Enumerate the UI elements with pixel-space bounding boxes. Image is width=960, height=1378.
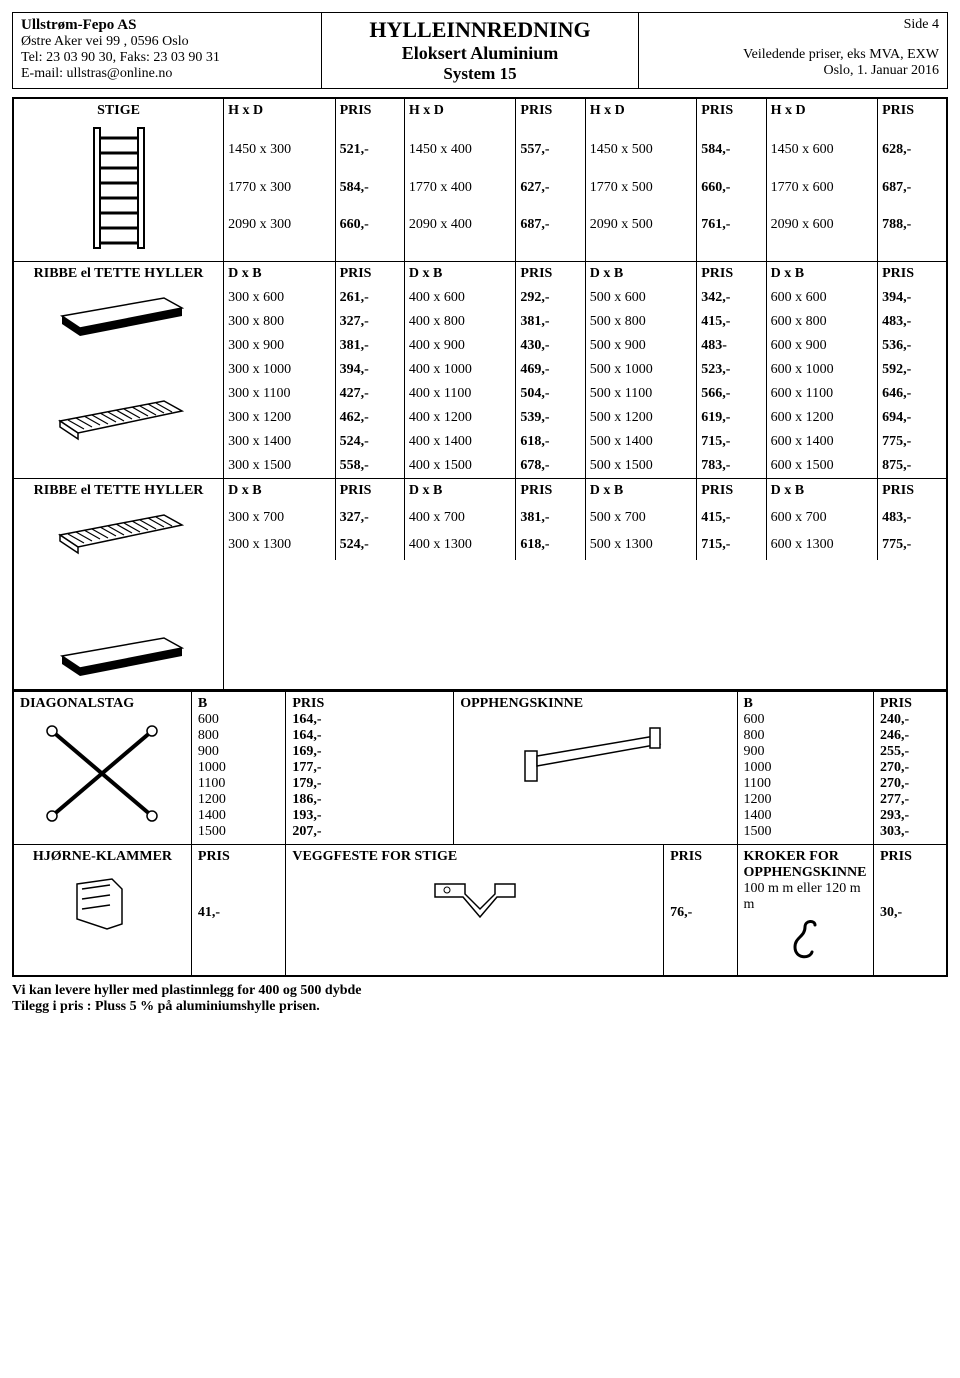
oppheng-pris-col: PRIS 240,- 246,- 255,- 270,- 270,- 277,-… [873, 692, 947, 845]
solid-shelf-icon [54, 286, 184, 341]
company-address: Østre Aker vei 99 , 0596 Oslo [21, 34, 313, 50]
ribbe-label: RIBBE el TETTE HYLLER [18, 483, 219, 499]
hjorne-pris: PRIS 41,- [191, 845, 285, 977]
col-hxd: H x D [766, 98, 877, 138]
col-hxd: H x D [585, 98, 696, 138]
diagonal-brace-icon [42, 716, 162, 826]
kroker-pris: PRIS 30,- [873, 845, 947, 977]
wall-bracket-icon [425, 869, 525, 924]
ribbe1-label-cell: RIBBE el TETTE HYLLER [13, 262, 224, 479]
s-hook-icon [780, 917, 830, 967]
ribbe2-label-cell: RIBBE el TETTE HYLLER [13, 479, 224, 691]
oppheng-b-col: B 600 800 900 1000 1100 1200 1400 1500 [737, 692, 873, 845]
doc-date: Oslo, 1. Januar 2016 [647, 63, 939, 79]
footer-line-1: Vi kan levere hyller med plastinnlegg fo… [12, 983, 948, 999]
header-center: HYLLEINNREDNING Eloksert Aluminium Syste… [321, 13, 639, 89]
col-pris: PRIS [516, 98, 585, 138]
header-right: Side 4 Veiledende priser, eks MVA, EXW O… [639, 13, 948, 89]
solid-shelf-icon [54, 626, 184, 681]
bottom-table: DIAGONALSTAG B 600 800 900 1000 1100 120… [12, 691, 948, 977]
ladder-icon [84, 123, 154, 253]
company-email: E-mail: ullstras@online.no [21, 66, 313, 82]
diag-pris-col: PRIS 164,- 164,- 169,- 177,- 179,- 186,-… [286, 692, 454, 845]
company-phone: Tel: 23 03 90 30, Faks: 23 03 90 31 [21, 50, 313, 66]
corner-bracket-icon [62, 869, 142, 939]
doc-title-2: Eloksert Aluminium [330, 43, 631, 64]
stige-label: STIGE [18, 103, 219, 119]
col-pris: PRIS [335, 98, 404, 138]
col-pris: PRIS [878, 98, 947, 138]
stige-label-cell: STIGE [13, 98, 224, 262]
footer-line-2: Tilegg i pris : Pluss 5 % på aluminiumsh… [12, 999, 948, 1015]
ribbe-label: RIBBE el TETTE HYLLER [18, 266, 219, 282]
veggfeste-cell: VEGGFESTE FOR STIGE [286, 845, 664, 977]
oppheng-cell: OPPHENGSKINNE [454, 692, 737, 845]
page-header: Ullstrøm-Fepo AS Østre Aker vei 99 , 059… [12, 12, 948, 89]
doc-title-1: HYLLEINNREDNING [330, 17, 631, 43]
company-name: Ullstrøm-Fepo AS [21, 17, 313, 34]
veggfeste-pris: PRIS 76,- [664, 845, 737, 977]
hjorne-cell: HJØRNE-KLAMMER [13, 845, 191, 977]
page-number: Side 4 [647, 17, 939, 33]
slatted-shelf-icon [54, 389, 184, 444]
slatted-shelf-icon [54, 503, 184, 558]
price-table: STIGE H x D PRIS H x D PRIS H x D PRIS H… [12, 97, 948, 691]
diag-b-col: B 600 800 900 1000 1100 1200 1400 1500 [191, 692, 285, 845]
doc-title-3: System 15 [330, 64, 631, 84]
price-info: Veiledende priser, eks MVA, EXW [647, 47, 939, 63]
col-pris: PRIS [697, 98, 766, 138]
footer: Vi kan levere hyller med plastinnlegg fo… [12, 983, 948, 1015]
hanging-rail-icon [510, 716, 680, 796]
header-left: Ullstrøm-Fepo AS Østre Aker vei 99 , 059… [13, 13, 322, 89]
col-hxd: H x D [224, 98, 335, 138]
diagonalstag-cell: DIAGONALSTAG [13, 692, 191, 845]
kroker-cell: KROKER FOR OPPHENGSKINNE 100 m m eller 1… [737, 845, 873, 977]
col-hxd: H x D [404, 98, 515, 138]
